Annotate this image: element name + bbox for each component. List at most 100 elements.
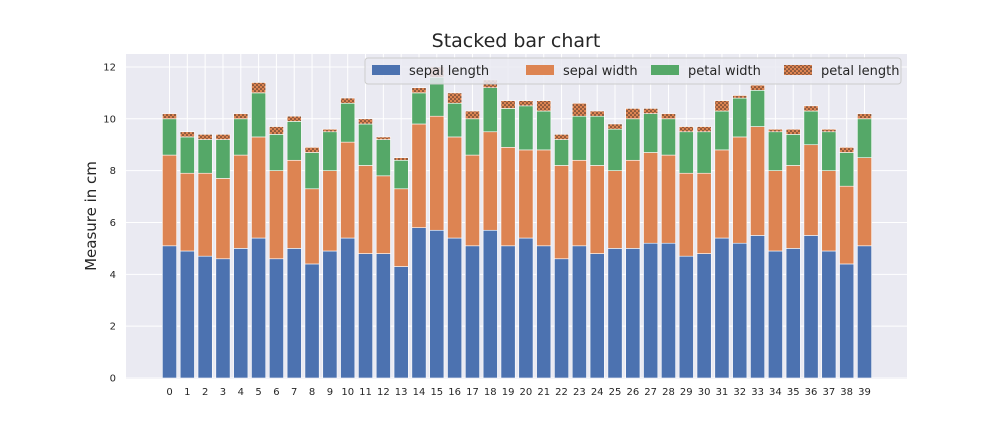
legend-label: petal width: [688, 64, 761, 79]
y-axis-label: Measure in cm: [82, 161, 100, 271]
bar-segment: [625, 248, 641, 379]
x-tick-label: 15: [430, 387, 443, 398]
bar-segment: [393, 266, 409, 379]
bar-segment: [465, 154, 480, 247]
x-tick-label: 24: [591, 387, 604, 398]
bar-segment: [643, 113, 659, 153]
bar-segment: [429, 115, 445, 231]
bar-segment: [482, 229, 498, 379]
bar-segment: [233, 154, 249, 249]
y-tick-label: 2: [110, 322, 116, 333]
bar-segment: [554, 134, 569, 140]
y-tick-label: 8: [110, 166, 116, 177]
bar-segment: [607, 170, 623, 249]
bar-segment: [750, 235, 766, 379]
bar-segment: [251, 237, 267, 379]
bar-segment: [322, 170, 338, 252]
bar-segment: [375, 139, 391, 177]
bar-segment: [696, 172, 712, 254]
bar-segment: [162, 113, 177, 120]
bar-segment: [589, 110, 605, 117]
x-tick-label: 38: [840, 387, 853, 398]
bar-segment: [767, 128, 783, 133]
bar-segment: [500, 147, 516, 247]
bar-segment: [785, 128, 801, 135]
bar-segment: [767, 170, 783, 252]
bar-segment: [358, 165, 373, 254]
bar-segment: [268, 126, 284, 135]
bar-segment: [358, 123, 373, 166]
x-tick-label: 10: [341, 387, 354, 398]
bar-segment: [589, 253, 605, 379]
bar-segment: [197, 139, 213, 174]
bar-segment: [518, 237, 534, 379]
bar-segment: [233, 248, 249, 379]
y-tick-label: 0: [110, 374, 116, 385]
x-tick-label: 3: [220, 387, 226, 398]
bar-segment: [340, 141, 356, 239]
bar-segment: [358, 253, 373, 379]
bar-segment: [215, 139, 231, 179]
bar-segment: [465, 245, 480, 379]
bar-segment: [447, 102, 463, 138]
bar-segment: [536, 100, 552, 112]
legend-swatch: [526, 65, 554, 75]
bar-segment: [215, 258, 231, 379]
bar-segment: [465, 110, 480, 120]
bar-segment: [767, 131, 783, 171]
x-tick-label: 25: [609, 387, 622, 398]
bar-segment: [839, 152, 855, 187]
x-tick-label: 37: [822, 387, 835, 398]
bar-segment: [571, 159, 587, 247]
bar-segment: [661, 242, 676, 379]
bar-segment: [732, 95, 748, 99]
bar-segment: [589, 165, 605, 254]
x-tick-label: 22: [555, 387, 568, 398]
bar-segment: [286, 159, 302, 249]
y-tick-label: 10: [103, 114, 116, 125]
bar-segment: [785, 134, 801, 166]
bar-segment: [821, 131, 837, 171]
bar-segment: [286, 248, 302, 379]
bar-segment: [661, 154, 676, 244]
x-tick-label: 35: [787, 387, 800, 398]
bar-segment: [286, 121, 302, 161]
bar-segment: [821, 128, 837, 133]
x-tick-label: 7: [291, 387, 297, 398]
bar-segment: [197, 134, 213, 140]
bar-segment: [500, 108, 516, 148]
bar-segment: [554, 139, 569, 166]
bar-segment: [643, 108, 659, 114]
bar-segment: [482, 87, 498, 133]
x-tick-label: 20: [520, 387, 533, 398]
bar-segment: [803, 144, 819, 236]
x-tick-label: 0: [166, 387, 172, 398]
bar-segment: [447, 92, 463, 104]
x-tick-label: 6: [273, 387, 279, 398]
bar-segment: [536, 245, 552, 379]
bar-segment: [696, 253, 712, 379]
legend-label: sepal width: [563, 64, 638, 79]
bar-segment: [268, 170, 284, 260]
x-tick-label: 33: [751, 387, 764, 398]
x-tick-label: 8: [309, 387, 315, 398]
bar-segment: [393, 159, 409, 190]
legend-swatch: [651, 65, 679, 75]
bar-segment: [162, 154, 177, 247]
bar-segment: [251, 92, 267, 138]
bar-segment: [750, 126, 766, 236]
bar-segment: [750, 84, 766, 91]
bar-segment: [857, 118, 872, 158]
bar-segment: [358, 118, 373, 125]
bar-segment: [251, 136, 267, 239]
bar-segment: [179, 131, 195, 138]
x-tick-label: 28: [662, 387, 675, 398]
x-tick-label: 14: [413, 387, 426, 398]
bar-segment: [286, 115, 302, 122]
x-tick-label: 27: [644, 387, 657, 398]
bar-segment: [607, 248, 623, 379]
x-tick-label: 36: [805, 387, 818, 398]
bar-segment: [411, 123, 427, 228]
